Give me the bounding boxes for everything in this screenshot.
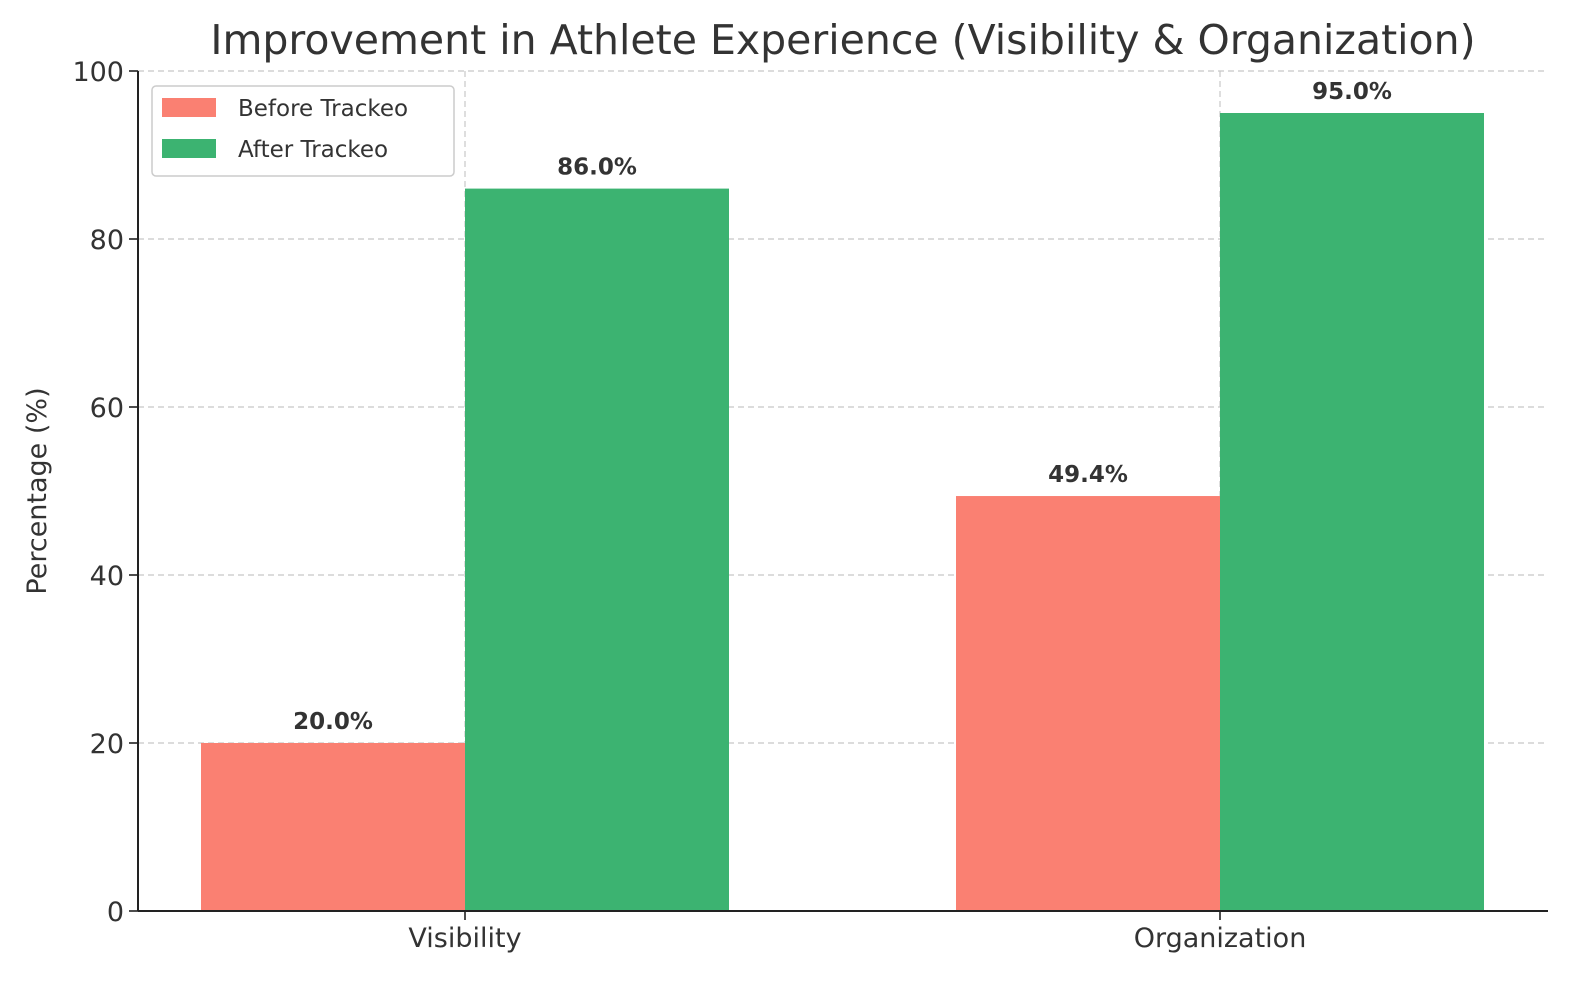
y-tick-label-60: 60 bbox=[90, 393, 124, 424]
bar-before-visibility bbox=[201, 743, 465, 911]
bar-label-after-visibility: 86.0% bbox=[557, 155, 637, 181]
y-tick-label-80: 80 bbox=[90, 225, 124, 256]
y-axis-label: Percentage (%) bbox=[22, 387, 53, 594]
bar-after-organization bbox=[1220, 113, 1484, 911]
legend-swatch-before bbox=[162, 98, 216, 117]
bar-after-visibility bbox=[465, 188, 729, 912]
legend-swatch-after bbox=[162, 139, 216, 158]
bar-label-after-organization: 95.0% bbox=[1312, 79, 1392, 105]
chart-title: Improvement in Athlete Experience (Visib… bbox=[210, 16, 1475, 64]
y-tick-label-40: 40 bbox=[90, 561, 124, 592]
y-tick-label-20: 20 bbox=[90, 729, 124, 760]
y-tick-label-0: 0 bbox=[107, 897, 124, 928]
legend-frame bbox=[151, 85, 455, 177]
legend: Before Trackeo After Trackeo bbox=[151, 85, 455, 177]
bar-label-before-visibility: 20.0% bbox=[293, 709, 373, 735]
x-tick-label-organization: Organization bbox=[1134, 923, 1307, 954]
legend-label-before: Before Trackeo bbox=[238, 96, 408, 122]
labels-layer: 20.0% 49.4% 86.0% 95.0% bbox=[293, 79, 1392, 735]
bars-layer bbox=[201, 113, 1484, 912]
x-tick-label-visibility: Visibility bbox=[408, 923, 521, 954]
bar-before-organization bbox=[956, 496, 1220, 911]
y-tick-label-100: 100 bbox=[72, 57, 124, 88]
axes-layer: 0 20 40 60 80 100 Visibility Organization bbox=[72, 57, 1548, 954]
legend-label-after: After Trackeo bbox=[238, 137, 388, 163]
bar-label-before-organization: 49.4% bbox=[1048, 462, 1128, 488]
